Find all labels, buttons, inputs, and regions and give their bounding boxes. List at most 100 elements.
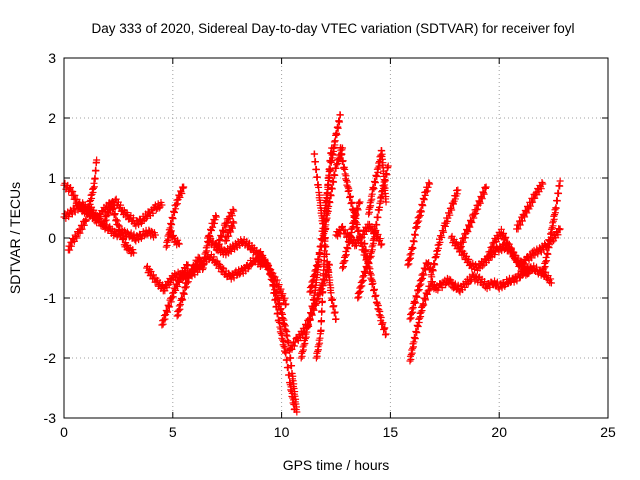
data-point bbox=[420, 196, 428, 204]
data-point bbox=[82, 217, 90, 225]
data-point bbox=[283, 356, 291, 364]
data-point bbox=[448, 206, 456, 214]
data-point bbox=[410, 238, 418, 246]
data-point bbox=[500, 229, 508, 237]
data-point bbox=[423, 187, 431, 195]
data-point bbox=[378, 240, 386, 248]
data-point bbox=[177, 188, 185, 196]
data-point bbox=[161, 315, 169, 323]
data-point bbox=[277, 285, 285, 293]
data-point bbox=[158, 321, 166, 329]
data-point bbox=[142, 214, 150, 222]
data-point bbox=[312, 165, 320, 173]
data-point bbox=[419, 300, 427, 308]
data-point bbox=[543, 257, 551, 265]
data-point bbox=[422, 296, 430, 304]
data-point bbox=[332, 315, 340, 323]
data-point bbox=[488, 247, 496, 255]
data-point bbox=[382, 198, 390, 206]
data-point bbox=[270, 289, 278, 297]
data-point bbox=[381, 331, 389, 339]
data-point bbox=[553, 197, 561, 205]
data-point bbox=[446, 211, 454, 219]
data-point bbox=[91, 175, 99, 183]
data-point bbox=[114, 221, 122, 229]
data-point bbox=[199, 265, 207, 273]
data-point bbox=[355, 199, 363, 207]
data-point bbox=[182, 267, 190, 275]
data-point bbox=[183, 279, 191, 287]
data-point bbox=[440, 228, 448, 236]
data-point bbox=[71, 191, 79, 199]
data-point bbox=[345, 239, 353, 247]
data-point bbox=[377, 313, 385, 321]
data-point bbox=[470, 210, 478, 218]
data-point bbox=[555, 189, 563, 197]
data-point bbox=[160, 316, 168, 324]
data-point bbox=[175, 240, 183, 248]
data-point bbox=[555, 226, 563, 234]
data-point bbox=[478, 195, 486, 203]
data-point bbox=[454, 186, 462, 194]
data-point bbox=[411, 335, 419, 343]
data-point bbox=[330, 178, 338, 186]
data-point bbox=[539, 180, 547, 188]
data-point bbox=[194, 253, 202, 261]
data-point bbox=[538, 178, 546, 186]
data-point bbox=[514, 256, 522, 264]
data-point bbox=[372, 228, 380, 236]
data-point bbox=[443, 217, 451, 225]
y-axis-label: SDTVAR / TECUs bbox=[7, 182, 23, 294]
data-point bbox=[229, 206, 237, 214]
data-point bbox=[409, 244, 417, 252]
data-point bbox=[222, 219, 230, 227]
data-point bbox=[342, 251, 350, 259]
data-point bbox=[497, 225, 505, 233]
data-point bbox=[320, 227, 328, 235]
data-point bbox=[120, 234, 128, 242]
data-point bbox=[172, 205, 180, 213]
data-point bbox=[330, 302, 338, 310]
data-point bbox=[328, 144, 336, 152]
data-point bbox=[110, 204, 118, 212]
data-point bbox=[363, 252, 371, 260]
data-point bbox=[236, 270, 244, 278]
data-point bbox=[490, 243, 498, 251]
data-point bbox=[130, 249, 138, 257]
data-point bbox=[335, 118, 343, 126]
data-point bbox=[284, 363, 292, 371]
data-point bbox=[357, 235, 365, 243]
data-point bbox=[413, 293, 421, 301]
data-point bbox=[413, 329, 421, 337]
data-point bbox=[281, 301, 289, 309]
data-point bbox=[420, 301, 428, 309]
data-point bbox=[117, 201, 125, 209]
data-point bbox=[175, 278, 183, 286]
data-point bbox=[470, 214, 478, 222]
data-point bbox=[172, 286, 180, 294]
data-point bbox=[465, 255, 473, 263]
data-point bbox=[371, 179, 379, 187]
data-point bbox=[269, 282, 277, 290]
data-point bbox=[516, 221, 524, 229]
data-point bbox=[482, 183, 490, 191]
data-point bbox=[322, 216, 330, 224]
data-point bbox=[523, 270, 531, 278]
data-point bbox=[510, 248, 518, 256]
data-point bbox=[305, 322, 313, 330]
data-points bbox=[60, 111, 564, 416]
data-point bbox=[158, 201, 166, 209]
data-point bbox=[209, 223, 217, 231]
data-point bbox=[78, 225, 86, 233]
data-point bbox=[189, 268, 197, 276]
data-point bbox=[113, 217, 121, 225]
data-point bbox=[261, 255, 269, 263]
data-point bbox=[545, 244, 553, 252]
data-point bbox=[438, 233, 446, 241]
data-point bbox=[272, 296, 280, 304]
data-point bbox=[115, 222, 123, 230]
series-track-4 bbox=[99, 198, 138, 258]
y-tick-label: 0 bbox=[48, 230, 56, 246]
data-point bbox=[556, 225, 564, 233]
data-point bbox=[311, 158, 319, 166]
